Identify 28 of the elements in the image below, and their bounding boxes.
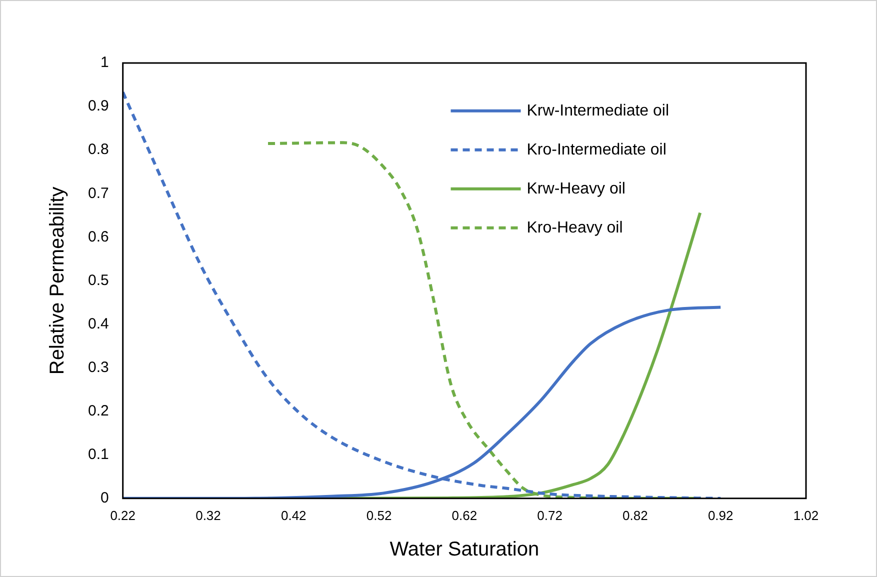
y-tick-label: 0.9	[88, 98, 109, 115]
legend-label: Kro-Heavy oil	[526, 219, 623, 236]
y-tick-label: 0.2	[88, 402, 109, 420]
y-axis-title: Relative Permeability	[46, 186, 69, 375]
y-tick-label: 0.3	[88, 358, 109, 376]
legend-label: Krw-Heavy oil	[526, 180, 626, 198]
x-tick-label: 0.42	[280, 508, 306, 523]
x-tick-label: 0.62	[452, 508, 478, 523]
y-tick-label: 0.6	[88, 228, 109, 246]
legend-label: Kro-Intermediate oil	[526, 141, 666, 158]
y-tick-label: 0.7	[88, 184, 109, 202]
y-tick-label: 0	[100, 490, 109, 507]
line-series	[122, 90, 722, 498]
y-tick-label: 0.4	[88, 315, 109, 332]
y-tick-label: 0.8	[88, 141, 109, 158]
y-tick-label: 1	[100, 54, 109, 72]
line-series	[266, 141, 702, 498]
x-tick-label: 0.32	[196, 508, 221, 523]
x-axis-title: Water Saturation	[390, 538, 540, 561]
x-tick-label: 0.92	[708, 508, 734, 523]
y-tick-label: 0.5	[88, 272, 109, 289]
x-tick-label: 0.72	[537, 508, 562, 523]
x-tick-label: 0.22	[110, 508, 136, 523]
y-tick-label: 0.1	[88, 446, 109, 463]
x-tick-label: 0.82	[622, 508, 648, 523]
legend-label: Krw-Intermediate oil	[526, 102, 670, 120]
x-tick-label: 0.52	[366, 508, 392, 523]
x-tick-label: 1.02	[793, 508, 819, 523]
